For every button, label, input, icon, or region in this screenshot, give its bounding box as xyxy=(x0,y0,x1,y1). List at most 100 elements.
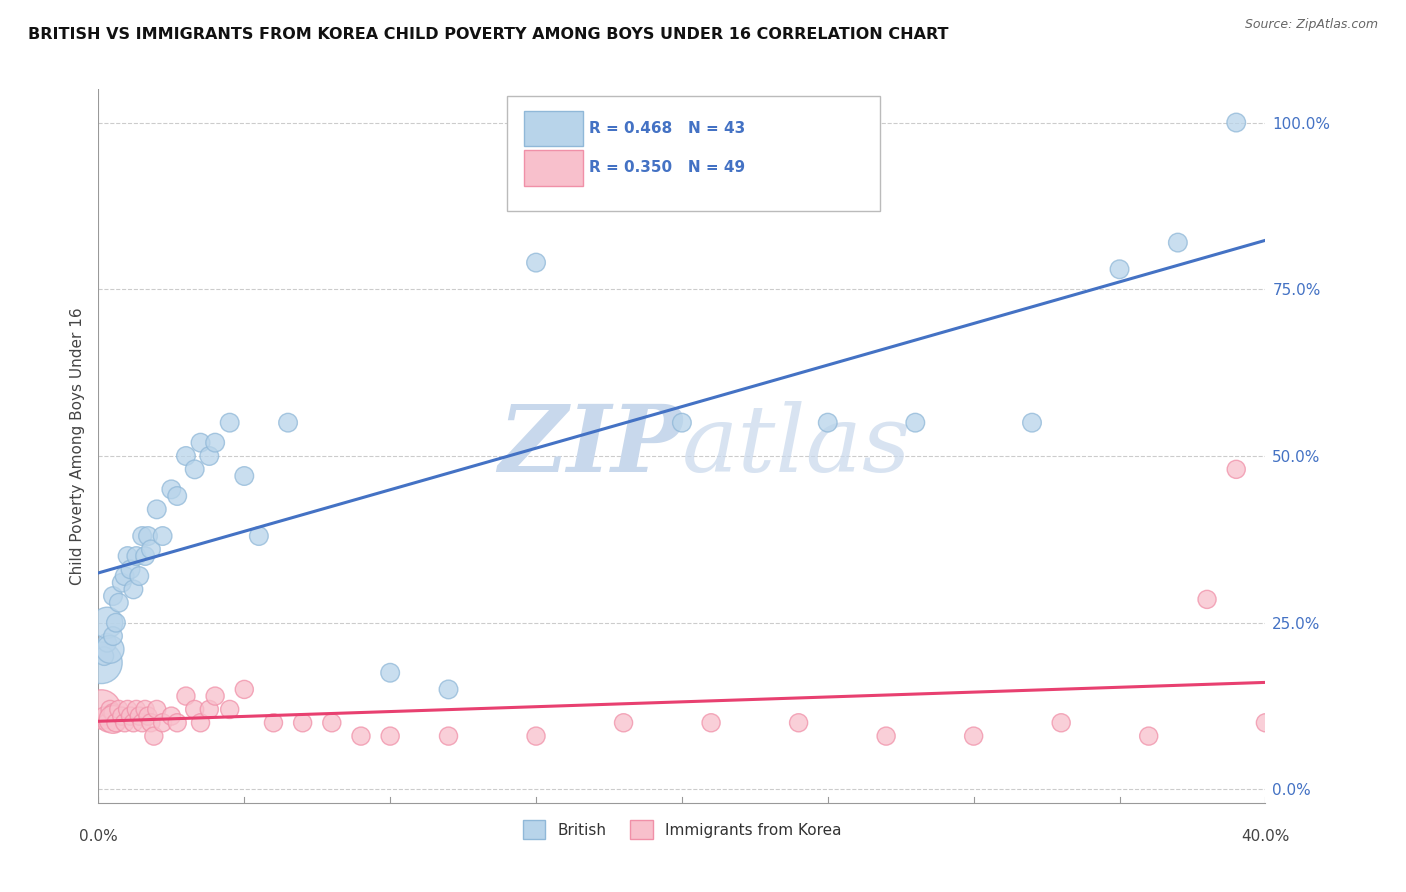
Point xyxy=(160,709,183,723)
FancyBboxPatch shape xyxy=(524,111,582,146)
Point xyxy=(139,542,162,557)
Point xyxy=(114,715,136,730)
Point xyxy=(128,569,150,583)
Text: 40.0%: 40.0% xyxy=(1241,830,1289,845)
Point xyxy=(166,715,188,730)
Point xyxy=(1050,715,1073,730)
Point xyxy=(111,575,134,590)
Point xyxy=(218,702,240,716)
Point xyxy=(108,702,131,716)
Point xyxy=(108,596,131,610)
Point xyxy=(671,416,693,430)
Point xyxy=(93,709,115,723)
Point xyxy=(1137,729,1160,743)
Point xyxy=(131,715,153,730)
Point xyxy=(90,656,112,670)
Point xyxy=(104,615,127,630)
Text: R = 0.350   N = 49: R = 0.350 N = 49 xyxy=(589,161,745,175)
Point xyxy=(122,715,145,730)
Point xyxy=(114,569,136,583)
Point xyxy=(174,449,197,463)
Point xyxy=(1167,235,1189,250)
Point xyxy=(134,549,156,563)
Point xyxy=(277,416,299,430)
Point xyxy=(125,702,148,716)
Point xyxy=(117,702,139,716)
Point xyxy=(146,502,169,516)
Point xyxy=(166,489,188,503)
Point xyxy=(183,702,205,716)
Point xyxy=(96,715,118,730)
Point xyxy=(700,715,723,730)
Point xyxy=(93,649,115,664)
Point xyxy=(437,682,460,697)
Text: ZIP: ZIP xyxy=(498,401,682,491)
Point xyxy=(104,715,127,730)
Point xyxy=(1195,592,1218,607)
Point xyxy=(218,416,240,430)
Point xyxy=(1284,729,1306,743)
Point xyxy=(380,665,402,680)
Point xyxy=(787,715,810,730)
Point xyxy=(204,689,226,703)
Point xyxy=(183,462,205,476)
Point xyxy=(160,483,183,497)
Point xyxy=(146,702,169,716)
Point xyxy=(152,529,174,543)
Point xyxy=(962,729,984,743)
Point xyxy=(98,642,121,657)
Point xyxy=(117,549,139,563)
Point xyxy=(1225,115,1247,129)
Point xyxy=(204,435,226,450)
Point xyxy=(233,469,256,483)
Point xyxy=(1108,262,1130,277)
Point xyxy=(291,715,314,730)
Point xyxy=(437,729,460,743)
Point xyxy=(136,709,159,723)
Point xyxy=(101,589,124,603)
Point xyxy=(152,715,174,730)
Point xyxy=(120,562,142,576)
Point xyxy=(96,636,118,650)
Legend: British, Immigrants from Korea: British, Immigrants from Korea xyxy=(516,814,848,845)
Point xyxy=(142,729,165,743)
Point xyxy=(904,416,927,430)
Point xyxy=(350,729,373,743)
Point xyxy=(125,549,148,563)
FancyBboxPatch shape xyxy=(524,150,582,186)
Text: R = 0.468   N = 43: R = 0.468 N = 43 xyxy=(589,121,745,136)
Y-axis label: Child Poverty Among Boys Under 16: Child Poverty Among Boys Under 16 xyxy=(69,307,84,585)
Point xyxy=(139,715,162,730)
Point xyxy=(875,729,897,743)
Text: atlas: atlas xyxy=(682,401,911,491)
Point xyxy=(190,435,212,450)
Text: Source: ZipAtlas.com: Source: ZipAtlas.com xyxy=(1244,18,1378,31)
Point xyxy=(131,529,153,543)
Point xyxy=(247,529,270,543)
Point xyxy=(262,715,284,730)
Point xyxy=(101,713,124,727)
Point xyxy=(136,529,159,543)
Point xyxy=(524,729,547,743)
Point xyxy=(96,615,118,630)
Point xyxy=(198,449,221,463)
Point xyxy=(134,702,156,716)
Text: 0.0%: 0.0% xyxy=(79,830,118,845)
Point xyxy=(190,715,212,730)
Point xyxy=(98,702,121,716)
Point xyxy=(1254,715,1277,730)
Point xyxy=(101,629,124,643)
Point xyxy=(120,709,142,723)
Point xyxy=(233,682,256,697)
Point xyxy=(817,416,839,430)
Point xyxy=(90,702,112,716)
Point xyxy=(1021,416,1043,430)
Point xyxy=(128,709,150,723)
Point xyxy=(111,709,134,723)
Point xyxy=(122,582,145,597)
Point xyxy=(524,255,547,269)
FancyBboxPatch shape xyxy=(508,96,880,211)
Point xyxy=(174,689,197,703)
Point xyxy=(380,729,402,743)
Point xyxy=(612,715,634,730)
